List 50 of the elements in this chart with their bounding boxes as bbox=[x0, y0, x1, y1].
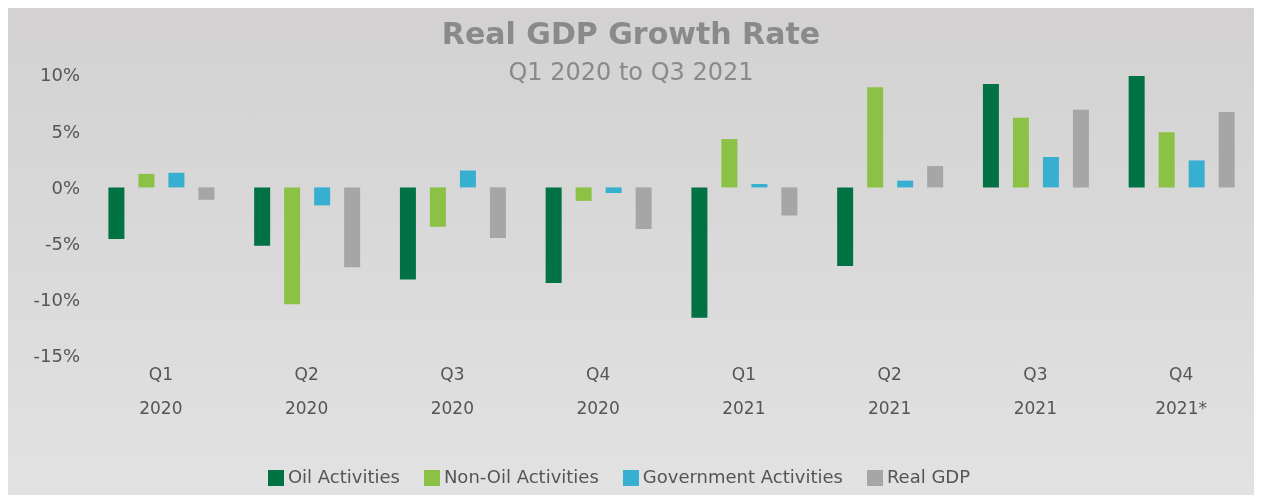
bar bbox=[489, 187, 506, 238]
bar bbox=[399, 187, 416, 280]
chart-subtitle: Q1 2020 to Q3 2021 bbox=[508, 58, 754, 86]
bar bbox=[837, 187, 854, 267]
y-tick-label: -5% bbox=[44, 232, 80, 254]
x-tick-label: Q3 2020 bbox=[430, 364, 475, 418]
bar bbox=[459, 170, 476, 188]
bar bbox=[575, 187, 592, 201]
bar bbox=[198, 187, 215, 200]
bar bbox=[429, 187, 446, 227]
bar bbox=[781, 187, 798, 216]
bar bbox=[721, 139, 738, 188]
bar bbox=[1158, 132, 1175, 188]
bar bbox=[344, 187, 361, 268]
bar bbox=[1012, 117, 1029, 188]
legend-label: Government Activities bbox=[642, 466, 843, 487]
bar bbox=[1128, 76, 1145, 188]
y-tick-label: -10% bbox=[33, 289, 80, 311]
x-tick-label: Q2 2021 bbox=[867, 364, 912, 418]
y-tick-label: -15% bbox=[33, 345, 80, 367]
bar bbox=[605, 187, 622, 194]
bar bbox=[867, 87, 884, 188]
bar bbox=[1042, 157, 1059, 188]
bar bbox=[138, 173, 155, 188]
legend-label: Real GDP bbox=[886, 466, 971, 487]
x-tick-label: Q1 2020 bbox=[139, 364, 183, 418]
chart-title: Real GDP Growth Rate bbox=[440, 16, 822, 51]
bar bbox=[1072, 109, 1089, 188]
bar bbox=[635, 187, 652, 229]
bar bbox=[982, 83, 999, 188]
x-tick-label: Q1 2021 bbox=[722, 364, 766, 418]
bar bbox=[691, 187, 708, 318]
bar bbox=[168, 172, 185, 188]
legend-label: Oil Activities bbox=[287, 466, 400, 487]
y-tick-label: 0% bbox=[51, 176, 80, 198]
bar bbox=[545, 187, 562, 283]
x-tick-label: Q4 2020 bbox=[576, 364, 620, 418]
x-tick-label: Q3 2021 bbox=[1013, 364, 1058, 418]
bar bbox=[314, 187, 331, 206]
bar bbox=[927, 166, 944, 188]
bar bbox=[1188, 160, 1205, 188]
y-tick-label: 5% bbox=[51, 120, 80, 142]
y-tick-label: 10% bbox=[39, 64, 80, 86]
legend-label: Non-Oil Activities bbox=[443, 466, 599, 487]
x-tick-label: Q2 2020 bbox=[284, 364, 329, 418]
x-tick-label: Q4 2021* bbox=[1155, 364, 1208, 418]
bar bbox=[108, 187, 125, 240]
bar bbox=[254, 187, 271, 246]
bar bbox=[284, 187, 301, 305]
bar bbox=[1218, 112, 1235, 188]
